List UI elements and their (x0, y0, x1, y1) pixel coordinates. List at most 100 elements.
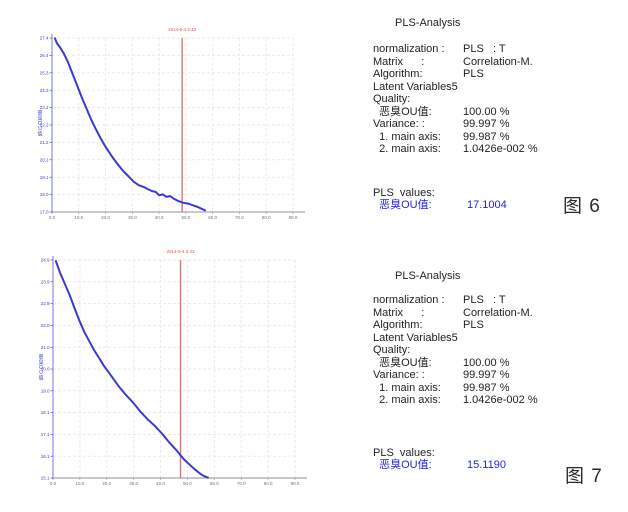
algorithm-row: Algorithm: PLS (373, 319, 623, 332)
main-axis-1-row: 1. main axis: 99.987 % (373, 382, 623, 395)
field-label: PLS values: (373, 186, 435, 199)
field-label: 恶臭OU值: (373, 105, 432, 118)
field-value: 100.00 % (463, 105, 510, 118)
field-label: Latent Variables5 (373, 80, 458, 93)
y-tick-label: 18.1 (41, 410, 50, 415)
figure7-decay-curve (54, 260, 209, 479)
marker-timestamp-label: 2014-6-4 6:43 (167, 249, 196, 254)
field-label: Algorithm: (373, 68, 423, 80)
x-tick-label: 60.0 (210, 481, 219, 486)
field-label: Variance: : (373, 369, 425, 381)
latent-variables-row: Latent Variables5 (373, 332, 623, 345)
y-tick-label: 16.1 (41, 454, 50, 459)
x-tick-label: 10.0 (76, 481, 85, 486)
panel-title: PLS-Analysis (395, 17, 461, 29)
field-label: PLS values: (373, 446, 435, 459)
field-value: Correlation-M. (463, 55, 533, 68)
pls-result-row: 恶臭OU值: 17.1004 (373, 199, 623, 212)
field-value: Correlation-M. (463, 306, 533, 319)
y-tick-label: 26.4 (40, 53, 49, 58)
panel-title: PLS-Analysis (395, 270, 461, 282)
figure6-chart: 2014-6-4 6:43 27.4 26.4 25.3 24.3 23.2 22.2 21.… (37, 27, 305, 220)
field-label: Quality: (373, 344, 411, 356)
variance-row: Variance: : 99.997 % (373, 369, 623, 382)
y-tick-label: 19.1 (40, 175, 49, 180)
x-tick-label: 10.0 (74, 215, 83, 220)
result-value: 15.1190 (467, 459, 506, 471)
pls-result-row: 恶臭OU值: 15.1190 (373, 459, 623, 472)
matrix-row: Matrix : Correlation-M. (373, 307, 623, 320)
y-tick-label: 17.1 (41, 432, 50, 437)
x-tick-label: 90.0 (289, 215, 298, 220)
main-axis-2-row: 2. main axis: 1.0426e-002 % (373, 143, 623, 156)
figure6-caption: 图 6 (563, 196, 601, 217)
x-tick-label: 80.0 (264, 481, 273, 486)
y-tick-label: 23.2 (40, 105, 49, 110)
x-tick-label: 40.0 (155, 215, 164, 220)
x-tick-label: 90.0 (291, 481, 300, 486)
field-label: 1. main axis: (373, 130, 441, 143)
field-label: Latent Variables5 (373, 331, 458, 344)
x-tick-label: 50.0 (183, 481, 192, 486)
x-tick-label: 80.0 (262, 215, 271, 220)
quality-row: Quality: (373, 93, 623, 106)
x-tick-label: 30.0 (129, 481, 138, 486)
y-tick-label: 20.0 (41, 367, 50, 372)
x-tick-label: 70.0 (237, 481, 246, 486)
y-tick-label: 25.3 (40, 70, 49, 75)
figure7-chart: 2014-6-4 6:43 24.9 23.9 22.9 22.0 21.0 20.0 19.… (38, 249, 307, 486)
y-tick-label: 17.0 (40, 210, 49, 215)
quality-row: Quality: (373, 344, 623, 357)
field-label: normalization : (373, 43, 445, 55)
ou-quality-row: 恶臭OU值: 100.00 % (373, 357, 623, 370)
figure7-caption: 图 7 (565, 466, 603, 487)
result-label: 恶臭OU值: (373, 199, 432, 211)
result-label: 恶臭OU值: (373, 459, 432, 471)
ou-quality-row: 恶臭OU值: 100.00 % (373, 106, 623, 119)
field-label: Matrix : (373, 306, 425, 319)
field-label: 1. main axis: (373, 381, 441, 394)
field-value: 99.987 % (463, 130, 510, 143)
x-tick-label: 0.0 (50, 481, 57, 486)
field-value: 100.00 % (463, 356, 510, 369)
field-label: 2. main axis: (373, 143, 441, 155)
field-label: Matrix : (373, 55, 425, 68)
y-tick-label: 21.2 (40, 140, 49, 145)
y-tick-label: 22.9 (41, 301, 50, 306)
field-label: 恶臭OU值: (373, 356, 432, 369)
field-value: 99.987 % (463, 381, 510, 394)
y-tick-label: 19.0 (41, 388, 50, 393)
y-tick-label: 22.0 (41, 323, 50, 328)
field-label: Variance: : (373, 118, 425, 130)
field-label: Algorithm: (373, 319, 423, 331)
main-axis-1-row: 1. main axis: 99.987 % (373, 131, 623, 144)
field-value: 99.997 % (463, 118, 510, 130)
normalization-row: normalization : PLS : T (373, 294, 623, 307)
y-tick-label: 27.4 (40, 36, 49, 41)
y-axis-title: 恶臭 O U 值 (38, 355, 43, 382)
x-tick-label: 20.0 (102, 481, 111, 486)
x-tick-label: 70.0 (235, 215, 244, 220)
main-axis-2-row: 2. main axis: 1.0426e-002 % (373, 394, 623, 407)
pls-analysis-panel-fig6: PLS-Analysis normalization : PLS : T Matr… (373, 16, 623, 212)
y-tick-label: 18.0 (40, 192, 49, 197)
algorithm-row: Algorithm: PLS (373, 68, 623, 81)
pls-analysis-panel-fig7: PLS-Analysis normalization : PLS : T Matr… (373, 269, 623, 472)
x-tick-label: 0.0 (49, 215, 56, 220)
y-tick-label: 20.1 (40, 157, 49, 162)
field-value: 1.0426e-002 % (463, 394, 538, 406)
y-tick-label: 23.9 (41, 279, 50, 284)
y-tick-label: 22.2 (40, 123, 49, 128)
latent-variables-row: Latent Variables5 (373, 81, 623, 94)
field-value: PLS : T (463, 43, 506, 55)
variance-row: Variance: : 99.997 % (373, 118, 623, 131)
marker-timestamp-label: 2014-6-4 6:43 (168, 27, 197, 32)
field-label: Quality: (373, 93, 411, 105)
y-tick-label: 21.0 (41, 345, 50, 350)
matrix-row: Matrix : Correlation-M. (373, 56, 623, 69)
pls-values-heading: PLS values: (373, 447, 623, 460)
figure6-decay-curve (53, 37, 206, 212)
y-tick-label: 15.1 (41, 476, 50, 481)
x-tick-label: 60.0 (208, 215, 217, 220)
field-value: 99.997 % (463, 369, 510, 381)
